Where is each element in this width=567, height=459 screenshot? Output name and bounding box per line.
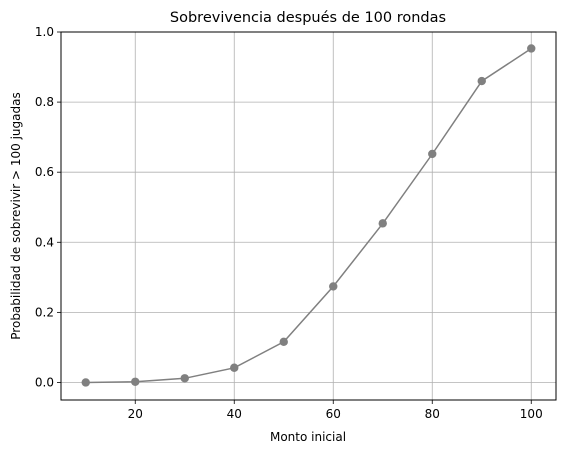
- y-tick-label: 1.0: [35, 25, 54, 39]
- x-tick-label: 60: [326, 407, 341, 421]
- tick-layer: 20 40 60 80 100 0.0 0.2 0.4 0.6 0.8 1.0: [35, 25, 543, 421]
- plot-frame: [60, 31, 557, 401]
- y-axis-label: Probabilidad de sobrevivir > 100 jugadas: [9, 92, 23, 339]
- data-point: [81, 378, 90, 387]
- data-point: [279, 337, 288, 347]
- data-point: [131, 377, 140, 386]
- series-layer: [81, 44, 536, 387]
- data-point: [428, 149, 437, 159]
- y-tick-label: 0.0: [35, 375, 54, 389]
- y-tick-label: 0.4: [35, 235, 54, 249]
- x-tick-label: 100: [520, 407, 543, 421]
- data-point: [329, 282, 338, 291]
- data-point: [180, 374, 189, 383]
- x-tick-label: 20: [128, 407, 143, 421]
- series-line: [85, 47, 532, 384]
- data-point: [378, 219, 387, 228]
- data-point: [527, 44, 536, 53]
- y-tick-label: 0.6: [35, 165, 54, 179]
- grid-layer: [61, 31, 556, 400]
- x-tick-label: 40: [227, 407, 242, 421]
- chart-title: Sobrevivencia después de 100 rondas: [170, 10, 446, 26]
- x-axis-label: Monto inicial: [270, 430, 346, 444]
- y-tick-label: 0.2: [35, 305, 54, 319]
- y-tick-label: 0.8: [35, 95, 54, 109]
- x-tick-label: 80: [425, 407, 440, 421]
- data-point: [477, 76, 486, 86]
- data-point: [230, 363, 239, 372]
